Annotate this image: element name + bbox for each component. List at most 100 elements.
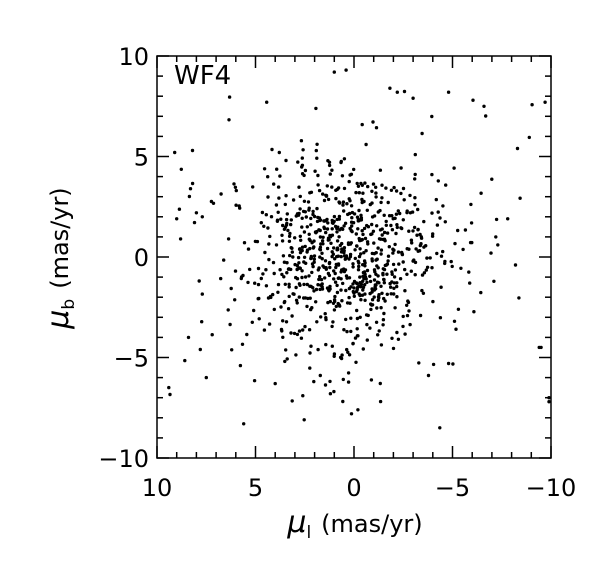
data-point [370, 201, 374, 205]
data-point [352, 294, 356, 298]
data-point [281, 223, 285, 228]
data-point [387, 245, 391, 249]
data-point [361, 347, 365, 351]
data-point [318, 373, 322, 378]
data-point [352, 167, 356, 172]
data-point [353, 248, 357, 252]
data-point [422, 219, 426, 224]
data-point [283, 282, 287, 286]
data-point [430, 172, 434, 177]
data-point [353, 336, 358, 340]
data-point [326, 221, 330, 225]
data-point [348, 242, 353, 246]
data-point [339, 226, 344, 231]
data-point [332, 246, 336, 250]
data-point [300, 245, 305, 249]
data-point [363, 236, 368, 241]
data-point [234, 203, 238, 207]
data-point [318, 245, 323, 249]
data-point [226, 237, 231, 241]
data-point [386, 254, 391, 258]
data-point [452, 166, 456, 170]
data-point [389, 285, 393, 289]
data-point [463, 228, 468, 232]
data-point [336, 225, 340, 229]
data-point [342, 249, 346, 253]
data-point [352, 279, 357, 284]
data-point [177, 207, 182, 211]
data-point [390, 228, 395, 232]
data-point [263, 250, 267, 255]
data-point [337, 214, 342, 219]
data-point [318, 255, 322, 259]
data-point [312, 239, 316, 243]
data-point [350, 224, 354, 228]
data-point [309, 223, 313, 227]
data-point [259, 221, 263, 225]
data-point [397, 262, 401, 266]
data-point [379, 252, 383, 256]
data-point [312, 254, 317, 258]
data-point [348, 173, 352, 177]
data-point [285, 212, 289, 216]
data-point [321, 242, 325, 246]
data-point [378, 228, 383, 232]
data-point [234, 188, 238, 193]
data-point [271, 260, 276, 265]
data-point [233, 185, 238, 189]
data-point [362, 277, 366, 281]
data-point [496, 243, 500, 247]
data-point [374, 195, 378, 199]
data-point [357, 264, 361, 269]
data-point [297, 329, 302, 333]
data-point [349, 329, 353, 334]
data-point [251, 185, 255, 189]
data-point [178, 237, 183, 241]
data-point [364, 142, 368, 147]
data-point [349, 316, 353, 320]
data-point [371, 120, 375, 124]
data-point [342, 224, 346, 228]
data-point [264, 268, 268, 272]
data-point [337, 200, 341, 204]
y-tick-label: 10 [118, 43, 149, 71]
data-point [479, 191, 483, 195]
data-point [346, 380, 351, 384]
data-point [398, 277, 403, 281]
data-point [417, 361, 421, 365]
data-point [389, 188, 394, 192]
data-point [482, 104, 486, 109]
data-point [356, 408, 360, 412]
data-point [302, 255, 307, 259]
data-point [382, 267, 387, 272]
data-point [318, 235, 323, 239]
data-point [302, 282, 306, 287]
data-point [301, 148, 305, 152]
data-point [337, 235, 341, 239]
data-point [385, 272, 389, 276]
data-point [335, 230, 339, 234]
data-point [360, 229, 364, 233]
data-point [219, 192, 223, 196]
data-point [284, 217, 289, 222]
data-point [333, 271, 337, 276]
data-point [406, 300, 411, 305]
data-point [186, 335, 191, 340]
data-point [436, 179, 440, 183]
data-point [422, 245, 426, 249]
data-point [422, 271, 427, 275]
data-point [439, 285, 443, 289]
data-point [358, 293, 362, 298]
data-point [359, 252, 363, 256]
data-point [515, 146, 520, 151]
data-point [344, 317, 348, 322]
data-point [374, 320, 379, 324]
data-point [446, 90, 451, 94]
data-point [255, 239, 260, 244]
data-point [392, 248, 396, 252]
data-point [543, 100, 547, 104]
data-point [340, 299, 344, 303]
data-point [347, 353, 352, 357]
data-point [323, 312, 327, 316]
data-point [355, 282, 359, 286]
